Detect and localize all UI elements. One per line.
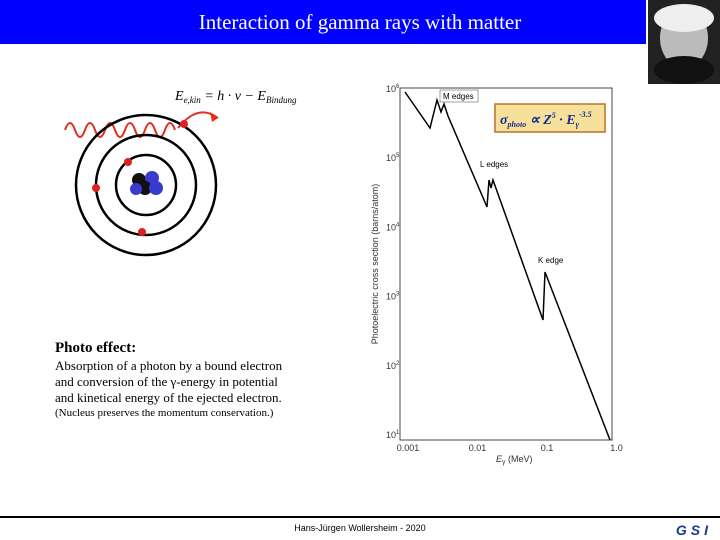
tick-exp: 4 [396,222,400,228]
annotation: K edge [538,256,564,265]
y-tick-label: 102 [386,361,400,371]
body-line: and conversion of the γ-energy in potent… [55,374,278,389]
x-tick-label: 1.0 [610,443,623,453]
formula-part: = h · ν − E [201,89,267,104]
footer-author: Hans-Jürgen Wollersheim - 2020 [294,523,425,533]
tick-exp: 2 [396,361,400,367]
tick-exp: 3 [396,292,400,298]
power-law-part: γ [576,120,580,129]
portrait [648,0,720,84]
tick-base: 10 [386,84,396,94]
tick-base: 10 [386,153,396,163]
y-tick-label: 104 [386,222,400,232]
x-label-part: γ [502,459,506,466]
tick-exp: 1 [396,430,400,436]
heading: Photo effect: [55,340,136,356]
power-law-part: photo [507,120,527,129]
plot-frame [399,87,613,441]
power-law-part: · E [556,113,576,128]
tick-exp: 6 [396,84,400,90]
power-law: σphoto ∝ Z5 · Eγ-3.5 [500,110,592,129]
x-axis-label: Eγ (MeV) [496,454,533,466]
atom-diagram: Ee,kin = h · ν − EBindung [64,89,297,257]
tick-exp: 5 [396,153,400,159]
power-law-part: 5 [552,111,556,120]
formula-box [494,103,606,133]
y-tick-label: 103 [386,292,400,302]
cross-section-curve [404,91,611,441]
y-tick-label: 106 [386,84,400,94]
tick-base: 10 [386,361,396,371]
logo: GSI [676,522,712,538]
y-tick-label: 101 [386,430,400,440]
y-tick-label: 105 [386,153,400,163]
x-label-part: E [496,454,503,464]
formula-part: Bindung [266,95,297,105]
formula-part: e,kin [184,95,202,105]
annotation: M edges [443,92,474,101]
x-label-part: (MeV) [506,454,533,464]
x-tick-label: 0.1 [541,443,554,453]
title: Interaction of gamma rays with matter [199,10,521,34]
power-law-part: ∝ Z [526,113,552,128]
body-line: Absorption of a photon by a bound electr… [55,358,283,373]
tick-base: 10 [386,222,396,232]
power-law-part: σ [500,113,508,128]
x-tick-label: 0.01 [469,443,487,453]
tick-base: 10 [386,292,396,302]
power-law-part: -3.5 [579,110,592,119]
header-bar [0,0,646,44]
formula: Ee,kin = h · ν − EBindung [174,89,297,105]
cross-section-figure: Photoelectric cross section (barns/atom)… [370,84,623,466]
y-axis-label: Photoelectric cross section (barns/atom) [370,184,380,345]
formula-part: E [174,89,184,104]
note: (Nucleus preserves the momentum conserva… [55,407,274,419]
x-tick-label: 0.001 [397,443,420,453]
body-line: and kinetical energy of the ejected elec… [55,390,282,405]
annotation-box [439,89,479,103]
tick-base: 10 [386,430,396,440]
annotation: L edges [480,160,508,169]
